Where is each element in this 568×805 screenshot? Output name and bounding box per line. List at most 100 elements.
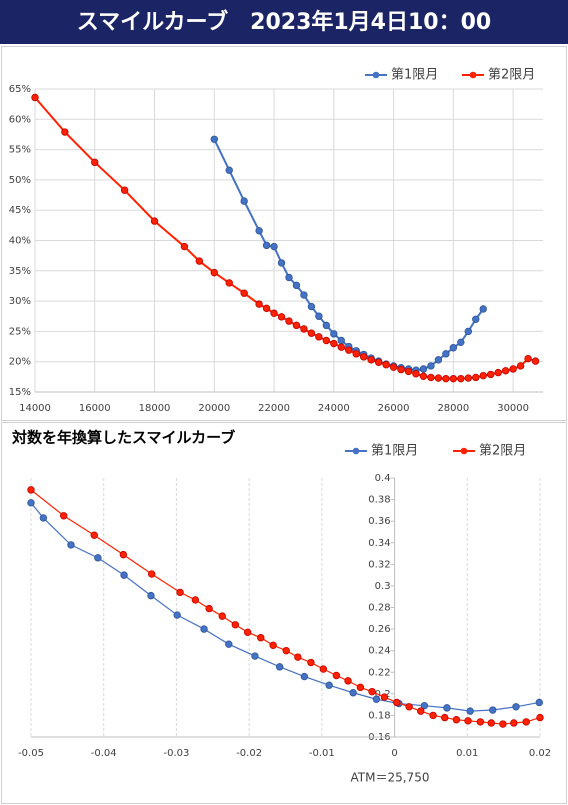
data-point [404, 367, 413, 376]
data-point [510, 719, 518, 727]
data-point [412, 370, 420, 378]
data-point [285, 317, 293, 325]
data-point [255, 300, 263, 308]
data-point [282, 646, 290, 655]
data-point [330, 339, 338, 348]
x-tick-label: 26000 [378, 403, 410, 414]
data-point [389, 363, 398, 371]
data-point [307, 329, 316, 337]
y-tick-label: 45% [9, 205, 31, 216]
data-point [120, 571, 128, 579]
y-tick-label: 0.3 [375, 581, 391, 592]
data-point [449, 344, 458, 352]
legend-marker [352, 447, 360, 455]
data-point [300, 325, 308, 333]
data-point [516, 362, 525, 370]
data-point [218, 612, 226, 620]
data-point [148, 570, 156, 578]
data-point [489, 706, 497, 714]
data-point [457, 374, 465, 383]
legend-marker [469, 71, 477, 79]
data-point [307, 658, 315, 667]
data-point [292, 321, 301, 330]
data-point [270, 309, 278, 317]
chart-title: 対数を年換算したスマイルカーブ [11, 429, 235, 447]
data-point [210, 268, 218, 277]
data-point [231, 621, 240, 629]
data-point [417, 707, 425, 715]
legend-label: 第1限月 [391, 68, 438, 83]
data-point [464, 327, 472, 336]
data-point [243, 628, 252, 637]
legend-label: 第1限月 [371, 444, 418, 459]
data-point [419, 365, 428, 373]
data-point [393, 698, 401, 707]
x-tick-label: 28000 [437, 403, 469, 414]
data-point [277, 313, 286, 321]
data-point [419, 372, 428, 380]
data-point [315, 333, 323, 341]
data-point [442, 350, 450, 358]
chart-frame [1, 422, 567, 804]
data-point [494, 368, 502, 377]
data-point [322, 336, 331, 345]
x-tick-label: 18000 [139, 403, 171, 414]
data-point [262, 304, 271, 313]
data-point [262, 241, 271, 250]
data-point [119, 550, 128, 559]
series-line [213, 138, 485, 372]
data-point [464, 717, 472, 725]
data-point [285, 273, 293, 282]
data-point [67, 541, 75, 549]
data-point [277, 259, 286, 267]
data-point [147, 591, 155, 600]
data-point [536, 713, 544, 722]
y-tick-label: 25% [9, 326, 31, 337]
y-tick-label: 0.18 [368, 710, 390, 721]
x-tick-label: 22000 [258, 403, 290, 414]
data-point [372, 695, 381, 703]
y-tick-label: 20% [9, 357, 31, 368]
data-point [405, 703, 413, 711]
data-point [443, 704, 451, 712]
data-point [524, 354, 532, 363]
data-point [240, 289, 248, 297]
x-tick-label: 0 [391, 748, 397, 759]
data-point [472, 315, 480, 323]
data-point [173, 611, 181, 619]
data-point [257, 634, 265, 642]
x-tick-label: 16000 [79, 403, 111, 414]
y-tick-label: 0.32 [368, 559, 390, 570]
x-tick-label: -0.01 [309, 748, 335, 759]
y-tick-label: 0.38 [368, 495, 390, 506]
data-point [191, 596, 200, 604]
x-tick-label: 30000 [497, 403, 529, 414]
x-tick-label: 0.01 [456, 748, 478, 759]
data-point [176, 588, 184, 597]
data-point [344, 677, 352, 685]
data-point [337, 343, 345, 351]
data-point [434, 374, 443, 382]
data-point [325, 681, 333, 689]
chart-frame [1, 46, 567, 421]
y-tick-label: 0.26 [368, 624, 390, 635]
data-point [270, 242, 278, 251]
data-point [345, 346, 353, 354]
data-point [429, 711, 437, 720]
data-point [337, 336, 345, 345]
y-tick-label: 35% [9, 266, 31, 277]
data-point [200, 625, 208, 633]
data-point [356, 683, 365, 692]
x-tick-label: -0.05 [18, 748, 44, 759]
data-point [499, 720, 507, 728]
data-point [442, 374, 450, 383]
data-point [61, 128, 69, 136]
data-point [225, 166, 233, 174]
data-point [322, 321, 331, 330]
y-tick-label: 30% [9, 296, 31, 307]
data-point [522, 718, 530, 726]
data-point [487, 370, 495, 379]
data-point [332, 671, 341, 680]
